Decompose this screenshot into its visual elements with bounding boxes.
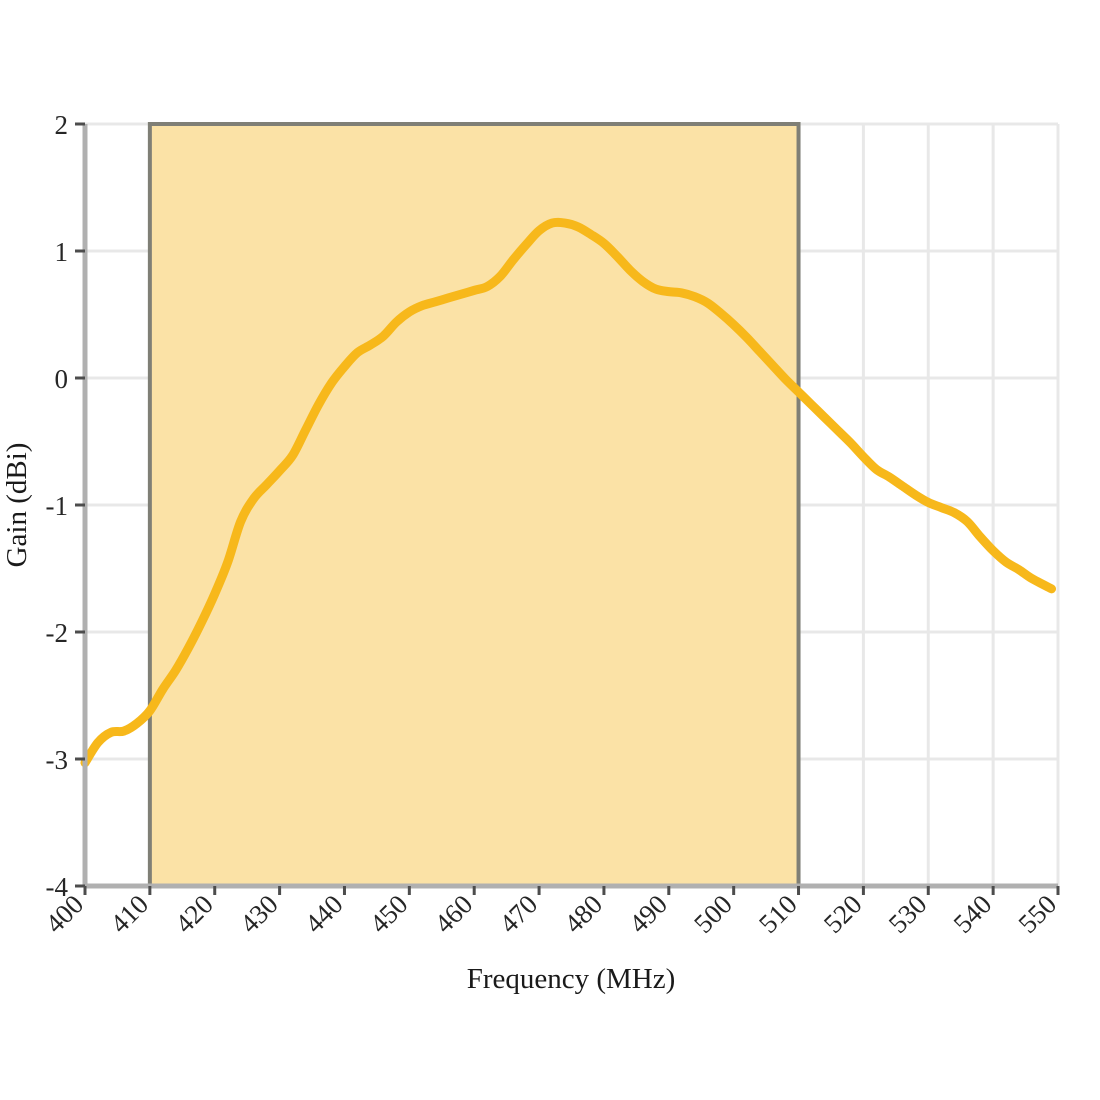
operating-band-shading [147, 122, 801, 888]
x-tick-label: 520 [818, 889, 868, 939]
x-tick-label: 530 [883, 889, 933, 939]
x-axis-title: Frequency (MHz) [467, 963, 676, 995]
y-axis-title: Gain (dBi) [1, 443, 33, 568]
x-tick-label: 440 [299, 889, 349, 939]
x-tick-label: 470 [493, 889, 543, 939]
y-tick-label: -1 [46, 491, 69, 521]
y-tick-label: 1 [55, 237, 69, 267]
y-axis-tick-labels: 2 1 0 -1 -2 -3 -4 [46, 110, 69, 902]
x-axis-tick-labels: 400 410 420 430 440 450 460 470 480 490 500 510 520 5… [39, 889, 1062, 939]
x-tick-label: 540 [948, 889, 998, 939]
y-tick-label: 2 [55, 110, 69, 140]
x-tick-label: 550 [1012, 889, 1062, 939]
x-tick-label: 510 [753, 889, 803, 939]
x-tick-label: 420 [169, 889, 219, 939]
y-tick-label: -2 [46, 618, 69, 648]
x-tick-label: 500 [688, 889, 738, 939]
x-tick-label: 410 [104, 889, 154, 939]
x-tick-label: 460 [429, 889, 479, 939]
x-tick-label: 450 [364, 889, 414, 939]
y-tick-label: -3 [46, 745, 69, 775]
y-tick-label: 0 [55, 364, 69, 394]
y-axis-ticks [75, 122, 85, 888]
x-tick-label: 430 [234, 889, 284, 939]
x-tick-label: 490 [623, 889, 673, 939]
y-tick-label: -4 [46, 872, 69, 902]
x-tick-label: 480 [558, 889, 608, 939]
gain-curve [80, 217, 1057, 768]
